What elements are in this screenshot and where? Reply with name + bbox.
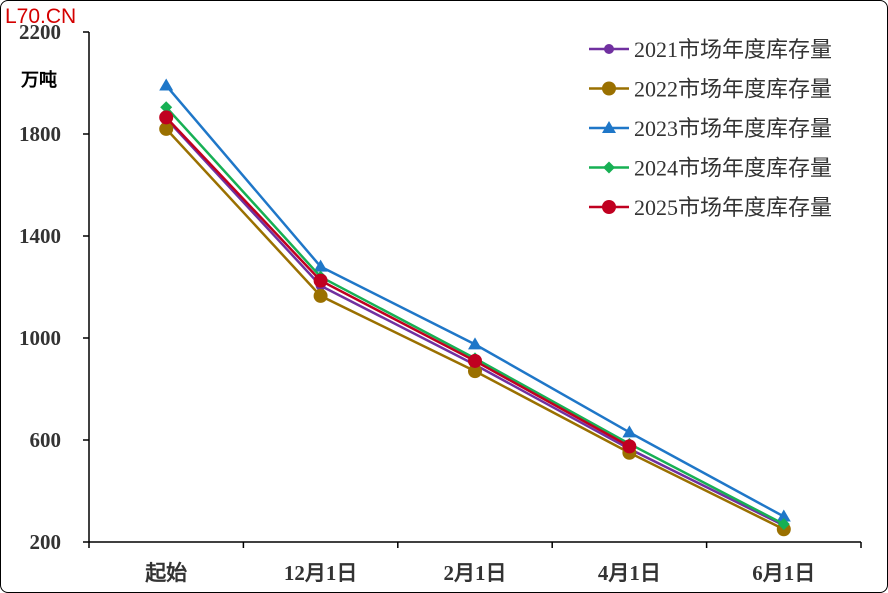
data-point-3-5: [776, 509, 791, 522]
data-point-2-2: [313, 288, 328, 303]
legend-label-2: 2022市场年度库存量: [634, 77, 832, 102]
x-tick-label: 4月1日: [598, 561, 661, 585]
data-point-4-5: [777, 518, 790, 531]
legend-label-1: 2021市场年度库存量: [634, 37, 832, 62]
data-point-4-1: [160, 101, 173, 114]
y-tick-label: 600: [30, 428, 62, 452]
data-point-5-2: [313, 273, 328, 288]
data-point-5-4: [622, 439, 637, 454]
data-point-3-2: [313, 259, 328, 272]
x-tick-label: 起始: [144, 561, 187, 585]
x-tick-label: 2月1日: [444, 561, 507, 585]
legend-label-5: 2025市场年度库存量: [634, 195, 832, 220]
data-point-2-3: [468, 364, 482, 379]
legend-label-3: 2023市场年度库存量: [634, 116, 832, 141]
data-point-3-1: [159, 78, 174, 91]
data-point-3-4: [622, 425, 637, 438]
y-axis-unit-label: 万吨: [21, 70, 57, 90]
legend-marker-5: [602, 200, 616, 214]
data-point-5-1: [159, 110, 174, 125]
x-tick-label: 12月1日: [284, 561, 358, 585]
legend-marker-2: [602, 81, 616, 96]
data-point-3-3: [468, 337, 482, 350]
series-line-3: [165, 84, 785, 518]
legend-marker-4: [603, 161, 615, 174]
y-tick-label: 1400: [19, 224, 61, 248]
y-tick-label: 2200: [19, 20, 61, 44]
y-tick-label: 1800: [19, 122, 61, 146]
data-point-5-3: [468, 353, 482, 368]
watermark: L70.CN: [5, 5, 77, 28]
series-line-5: [165, 116, 631, 448]
series-line-2: [165, 128, 785, 531]
data-point-2-1: [159, 121, 174, 136]
legend-label-4: 2024市场年度库存量: [634, 156, 832, 181]
x-tick-label: 6月1日: [752, 561, 815, 585]
y-tick-label: 200: [30, 530, 62, 554]
legend-marker-1: [604, 44, 614, 54]
y-tick-label: 1000: [19, 326, 61, 350]
legend-marker-3: [602, 121, 616, 133]
